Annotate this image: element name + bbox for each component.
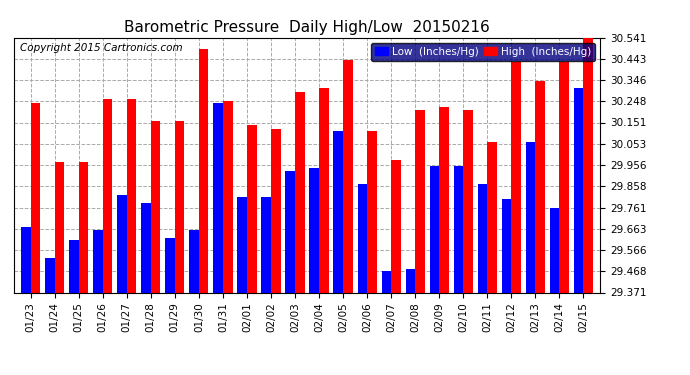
Bar (286, 171, 295, 292)
Bar (526, 142, 535, 292)
Bar (511, 62, 521, 292)
Bar (262, 197, 271, 292)
Bar (454, 166, 463, 292)
Bar (141, 203, 151, 292)
Bar (584, 38, 593, 292)
Bar (165, 238, 175, 292)
Bar (343, 60, 353, 292)
Bar (30, 103, 40, 292)
Bar (79, 162, 88, 292)
Bar (223, 101, 233, 292)
Bar (463, 110, 473, 292)
Text: Copyright 2015 Cartronics.com: Copyright 2015 Cartronics.com (19, 43, 182, 52)
Bar (127, 99, 137, 292)
Bar (477, 184, 487, 292)
Bar (237, 197, 247, 292)
Bar (55, 162, 64, 292)
Bar (151, 120, 160, 292)
Bar (247, 125, 257, 292)
Bar (487, 142, 497, 292)
Bar (319, 88, 328, 292)
Title: Barometric Pressure  Daily High/Low  20150216: Barometric Pressure Daily High/Low 20150… (124, 20, 490, 35)
Bar (69, 240, 79, 292)
Bar (199, 49, 208, 292)
Bar (550, 208, 560, 292)
Bar (45, 258, 55, 292)
Bar (189, 230, 199, 292)
Bar (382, 271, 391, 292)
Bar (309, 168, 319, 292)
Bar (93, 230, 103, 292)
Bar (367, 131, 377, 292)
Bar (103, 99, 112, 292)
Bar (117, 195, 127, 292)
Bar (271, 129, 281, 292)
Bar (560, 62, 569, 292)
Bar (535, 81, 545, 292)
Bar (295, 92, 305, 292)
Bar (415, 110, 425, 292)
Bar (213, 103, 223, 292)
Bar (333, 131, 343, 292)
Bar (21, 227, 30, 292)
Bar (502, 199, 511, 292)
Bar (430, 166, 440, 292)
Bar (175, 120, 184, 292)
Bar (440, 108, 449, 292)
Bar (574, 88, 584, 292)
Legend: Low  (Inches/Hg), High  (Inches/Hg): Low (Inches/Hg), High (Inches/Hg) (371, 43, 595, 61)
Bar (357, 184, 367, 292)
Bar (391, 160, 401, 292)
Bar (406, 269, 415, 292)
